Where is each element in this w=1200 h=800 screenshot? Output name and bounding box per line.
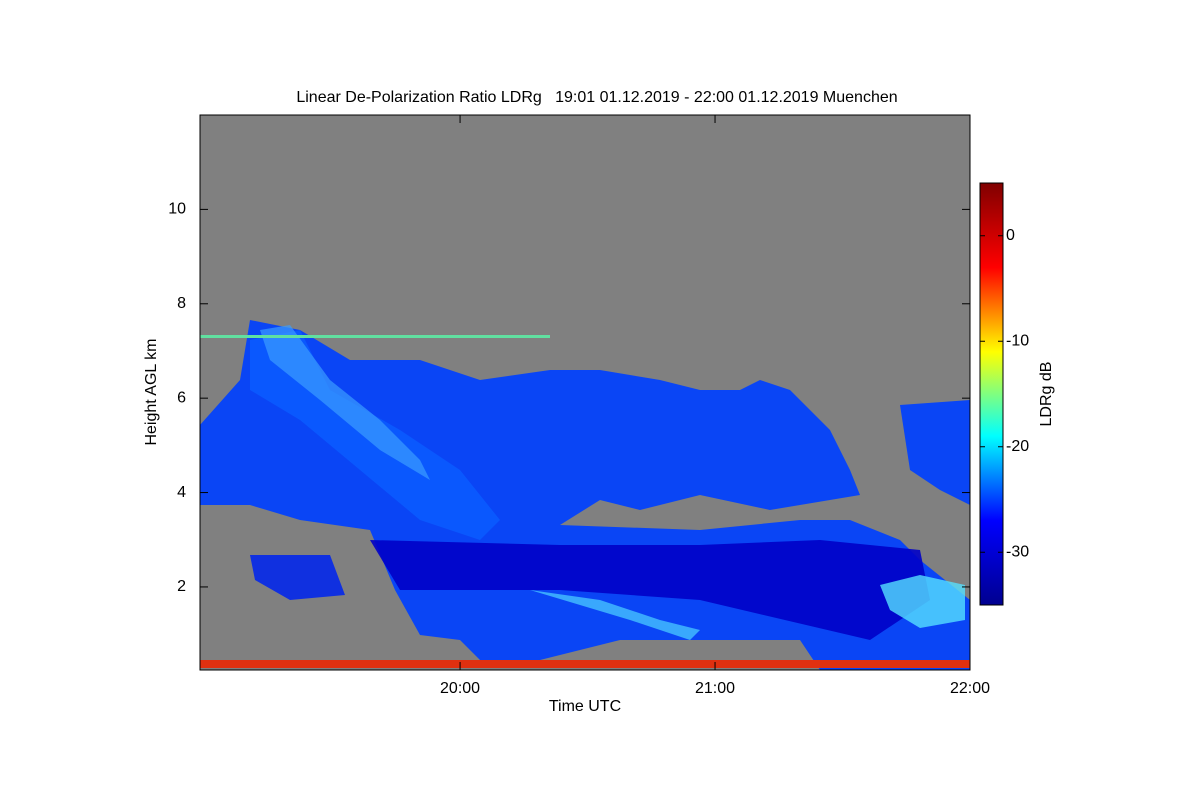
plot-frame <box>199 114 971 671</box>
y-axis-label: Height AGL km <box>143 338 160 445</box>
y-tick-label: 4 <box>177 484 186 501</box>
x-axis-label: Time UTC <box>549 698 621 715</box>
x-tick-label: 20:00 <box>440 680 480 697</box>
y-tick-label: 2 <box>177 578 186 595</box>
chart-title: Linear De-Polarization Ratio LDRg 19:01 … <box>296 89 897 106</box>
x-tick-label: 21:00 <box>695 680 735 697</box>
colorbar-tick-label: 0 <box>1006 227 1015 244</box>
y-tick-label: 6 <box>177 389 186 406</box>
colorbar <box>979 182 1004 606</box>
colorbar-tick-label: -10 <box>1006 332 1029 349</box>
y-tick-label: 10 <box>168 201 186 218</box>
colorbar-tick-label: -30 <box>1006 543 1029 560</box>
colorbar-label: LDRg dB <box>1038 362 1055 427</box>
x-tick-label: 22:00 <box>950 680 990 697</box>
y-tick-label: 8 <box>177 295 186 312</box>
colorbar-tick-label: -20 <box>1006 438 1029 455</box>
lidar-field <box>200 320 970 670</box>
